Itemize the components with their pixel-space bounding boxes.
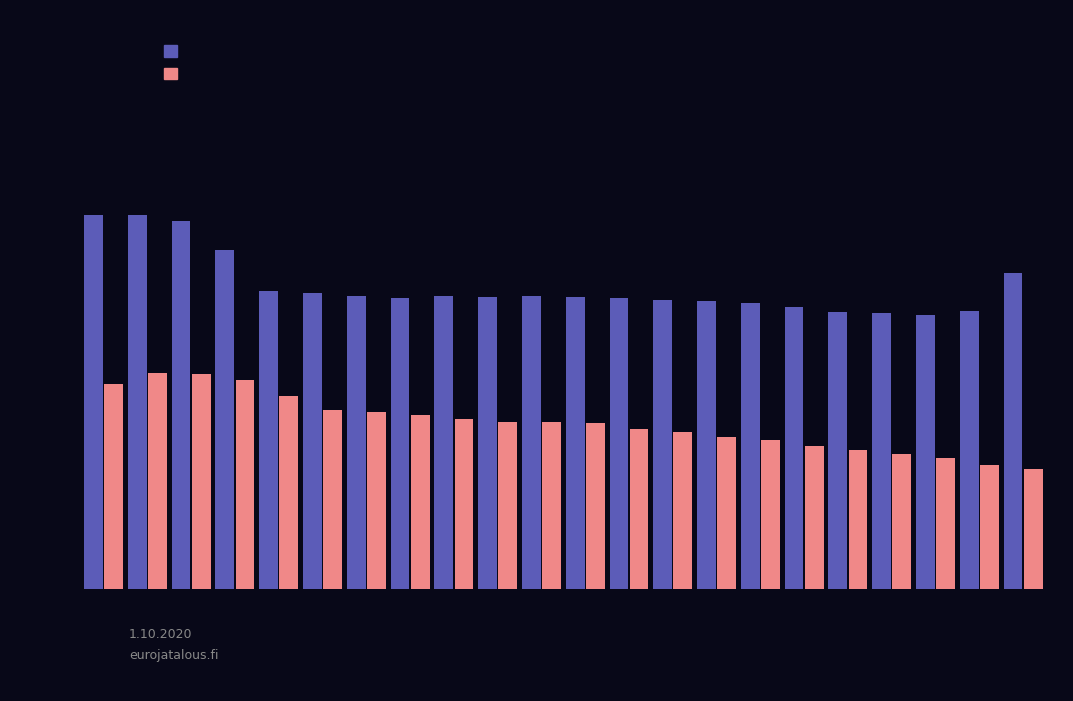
Bar: [1003, 273, 1023, 589]
Bar: [498, 422, 517, 589]
Bar: [740, 303, 760, 589]
Bar: [717, 437, 736, 589]
Bar: [828, 312, 848, 589]
Bar: [630, 429, 648, 589]
Bar: [455, 419, 473, 589]
Bar: [784, 307, 804, 589]
Bar: [849, 450, 867, 589]
Bar: [609, 298, 629, 589]
Bar: [960, 311, 979, 589]
Bar: [586, 423, 605, 589]
Bar: [279, 396, 298, 589]
Text: eurojatalous.fi: eurojatalous.fi: [129, 649, 218, 662]
Bar: [916, 315, 935, 589]
Bar: [128, 215, 147, 589]
Bar: [980, 465, 999, 589]
Bar: [411, 415, 429, 589]
Bar: [521, 296, 541, 589]
Bar: [479, 297, 497, 589]
Bar: [172, 221, 191, 589]
Bar: [104, 384, 123, 589]
Bar: [893, 454, 911, 589]
Text: 1.10.2020: 1.10.2020: [129, 628, 192, 641]
Bar: [653, 300, 672, 589]
Bar: [303, 293, 322, 589]
Bar: [674, 433, 692, 589]
Bar: [872, 313, 891, 589]
Bar: [148, 373, 166, 589]
Bar: [84, 215, 103, 589]
Bar: [260, 291, 278, 589]
Bar: [236, 380, 254, 589]
Bar: [936, 458, 955, 589]
Bar: [216, 250, 234, 589]
Bar: [435, 296, 453, 589]
Bar: [542, 422, 561, 589]
Bar: [391, 298, 410, 589]
Bar: [367, 412, 386, 589]
Bar: [697, 301, 716, 589]
Bar: [761, 440, 780, 589]
Legend: , : ,: [160, 41, 188, 86]
Bar: [805, 447, 824, 589]
Bar: [192, 374, 210, 589]
Bar: [347, 296, 366, 589]
Bar: [565, 297, 585, 589]
Bar: [1024, 468, 1043, 589]
Bar: [323, 410, 342, 589]
